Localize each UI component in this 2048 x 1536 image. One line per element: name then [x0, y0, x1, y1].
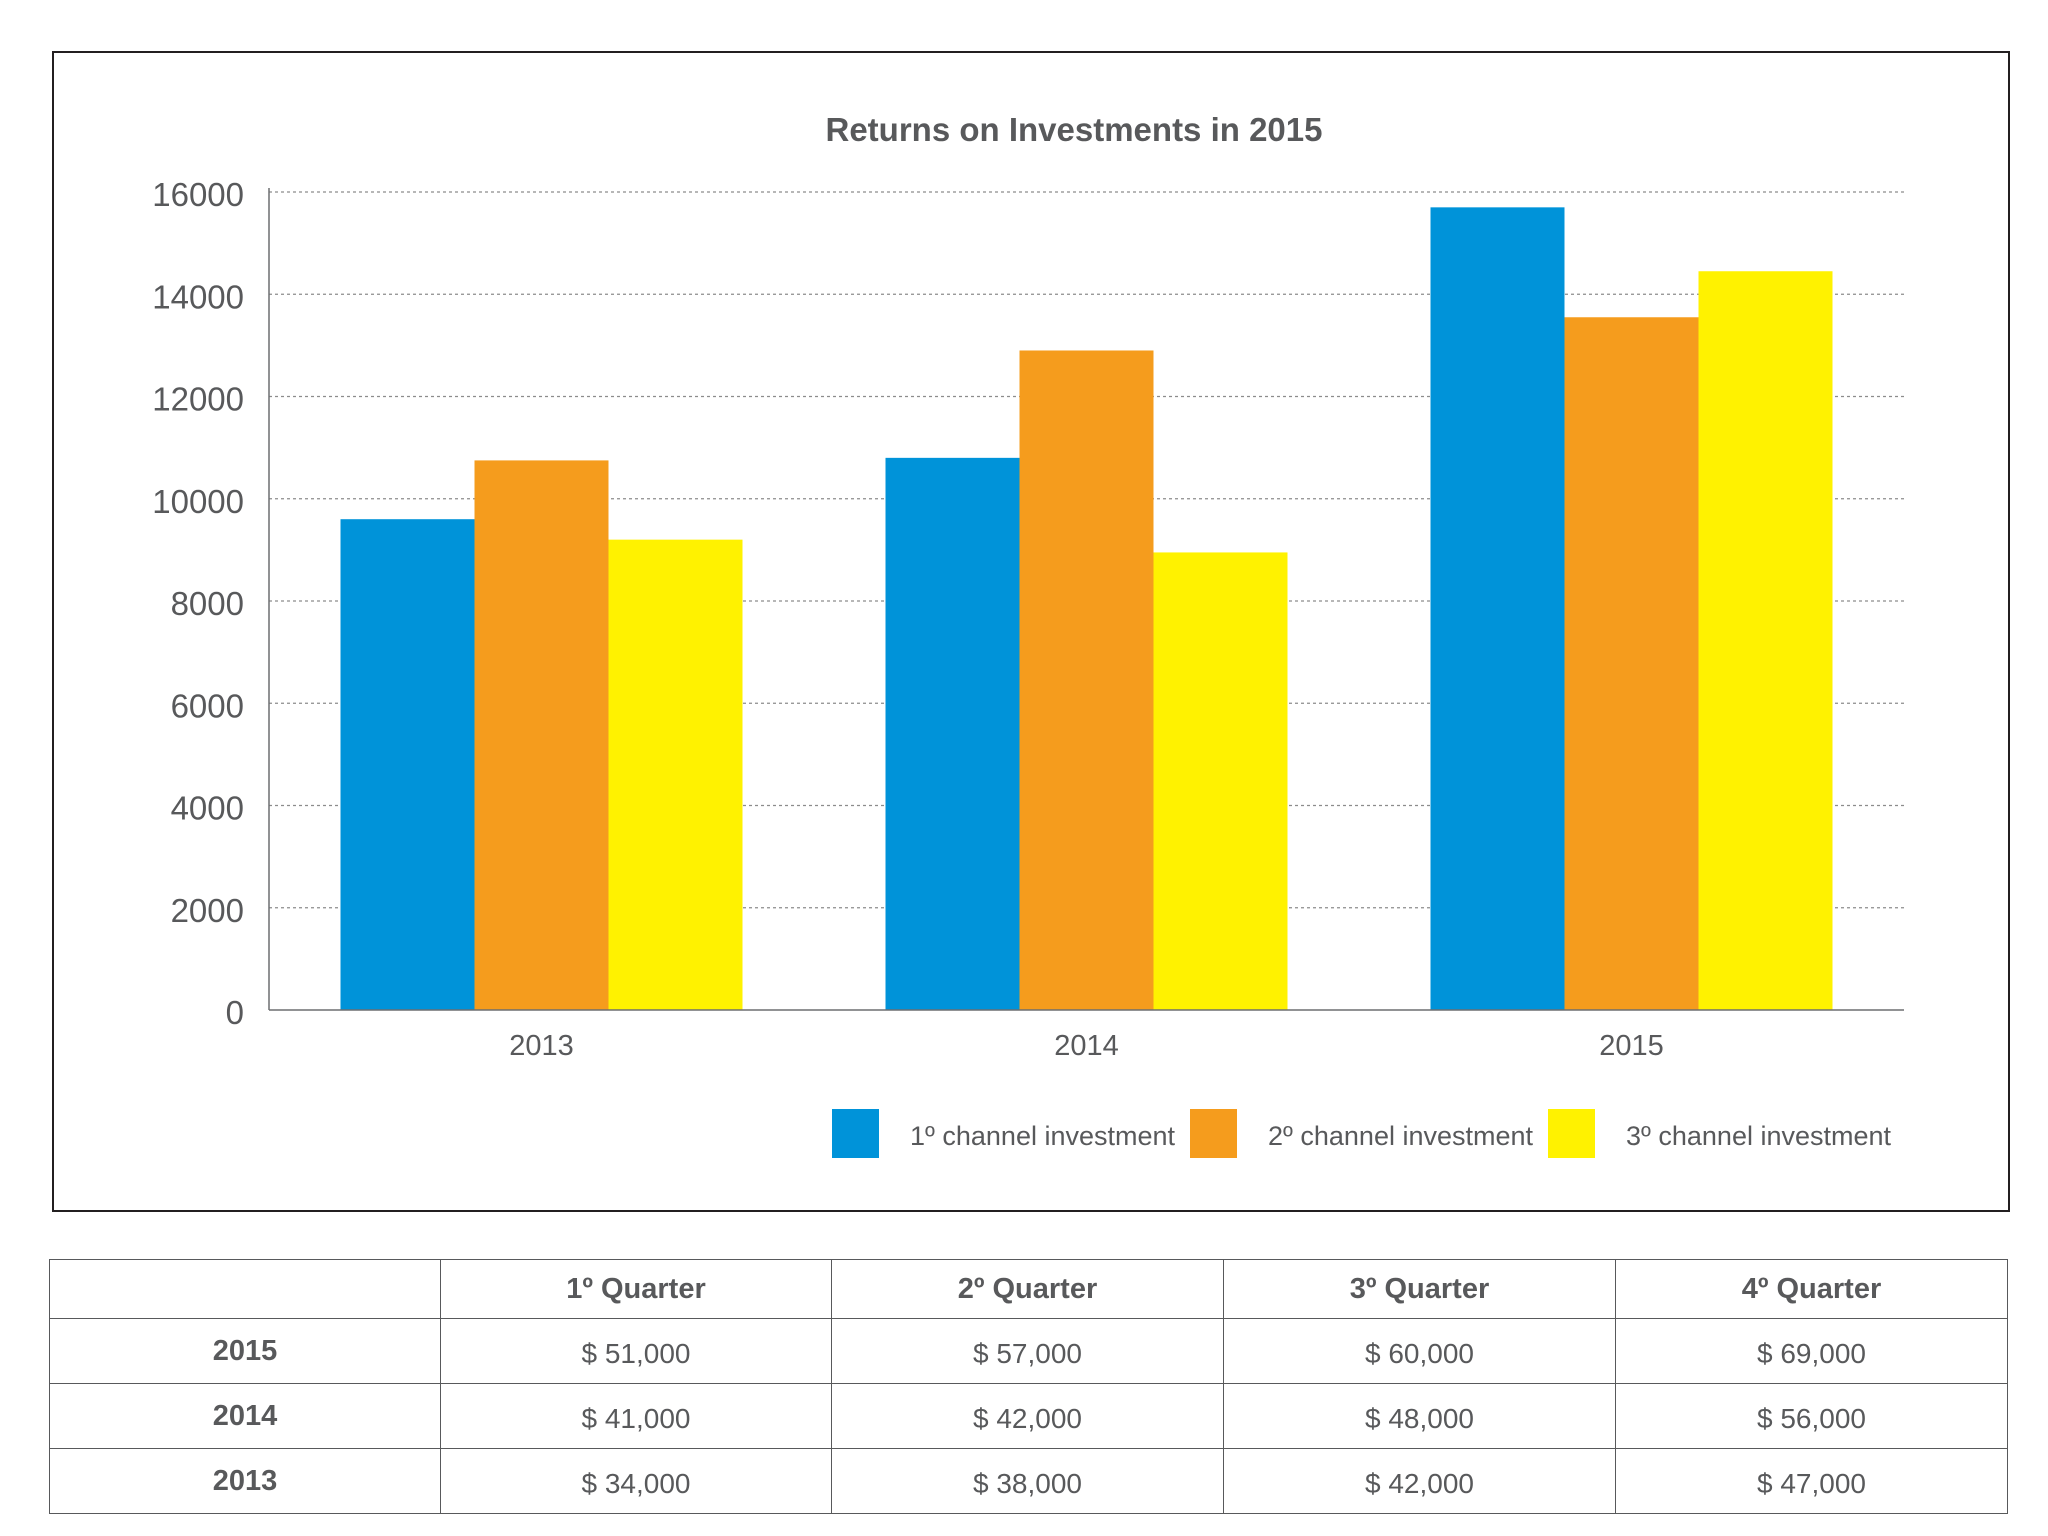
legend-label: 1º channel investment — [910, 1121, 1176, 1151]
table-cell: $ 48,000 — [1223, 1383, 1616, 1449]
axes — [268, 188, 1904, 1011]
x-tick-label: 2014 — [1054, 1030, 1119, 1062]
bar — [1698, 271, 1833, 1010]
bar — [1153, 552, 1288, 1010]
y-tick-label: 4000 — [171, 790, 244, 827]
table-cell: $ 60,000 — [1223, 1318, 1616, 1384]
y-tick-label: 14000 — [152, 278, 244, 315]
quarterly-returns-table: 1º Quarter 2º Quarter 3º Quarter 4º Quar… — [49, 1259, 2008, 1514]
legend-swatch — [832, 1109, 879, 1158]
quarterly-table-container: 1º Quarter 2º Quarter 3º Quarter 4º Quar… — [49, 1259, 2008, 1514]
table-cell: $ 41,000 — [440, 1383, 832, 1449]
bar — [340, 519, 475, 1010]
column-header: 2º Quarter — [831, 1259, 1224, 1319]
table-row: 2013 $ 34,000 $ 38,000 $ 42,000 $ 47,000 — [49, 1448, 2008, 1514]
legend: 1º channel investment 2º channel investme… — [832, 1109, 1892, 1158]
y-tick-label: 10000 — [152, 483, 244, 520]
table-cell: $ 51,000 — [440, 1318, 832, 1384]
y-axis-ticks: 0 2000 4000 6000 8000 10000 12000 14000 16000 — [152, 176, 244, 1031]
y-tick-label: 6000 — [171, 687, 244, 724]
bar — [1430, 207, 1565, 1010]
bar — [885, 457, 1020, 1011]
table-cell: $ 38,000 — [831, 1448, 1224, 1514]
y-tick-label: 12000 — [152, 381, 244, 418]
y-tick-label: 16000 — [152, 176, 244, 213]
table-corner-cell — [49, 1259, 441, 1319]
legend-label: 3º channel investment — [1626, 1121, 1892, 1151]
y-tick-label: 2000 — [171, 892, 244, 929]
table-cell: $ 69,000 — [1615, 1318, 2008, 1384]
legend-label: 2º channel investment — [1268, 1121, 1534, 1151]
bar — [1019, 350, 1154, 1010]
chart-frame: Returns on Investments in 2015 0 2000 4000… — [52, 51, 2010, 1212]
legend-swatch — [1548, 1109, 1595, 1158]
table-header-row: 1º Quarter 2º Quarter 3º Quarter 4º Quar… — [49, 1259, 2008, 1319]
y-tick-label: 0 — [226, 994, 244, 1031]
bar-chart: Returns on Investments in 2015 0 2000 4000… — [152, 111, 1904, 1158]
table-row: 2015 $ 51,000 $ 57,000 $ 60,000 $ 69,000 — [49, 1318, 2008, 1384]
row-header: 2013 — [49, 1448, 441, 1514]
row-header: 2015 — [49, 1318, 441, 1384]
column-header: 3º Quarter — [1223, 1259, 1616, 1319]
table-cell: $ 57,000 — [831, 1318, 1224, 1384]
column-header: 1º Quarter — [440, 1259, 832, 1319]
bar — [474, 460, 609, 1010]
table-cell: $ 47,000 — [1615, 1448, 2008, 1514]
bar — [608, 539, 743, 1010]
bar — [1564, 317, 1699, 1011]
y-tick-label: 8000 — [171, 585, 244, 622]
table-cell: $ 56,000 — [1615, 1383, 2008, 1449]
chart-title: Returns on Investments in 2015 — [826, 111, 1323, 148]
bars — [340, 207, 1833, 1011]
legend-swatch — [1190, 1109, 1237, 1158]
x-tick-label: 2013 — [509, 1030, 574, 1062]
table-row: 2014 $ 41,000 $ 42,000 $ 48,000 $ 56,000 — [49, 1383, 2008, 1449]
x-axis-ticks: 2013 2014 2015 — [509, 1030, 1664, 1062]
table-cell: $ 42,000 — [1223, 1448, 1616, 1514]
table-cell: $ 42,000 — [831, 1383, 1224, 1449]
row-header: 2014 — [49, 1383, 441, 1449]
x-tick-label: 2015 — [1599, 1030, 1664, 1062]
column-header: 4º Quarter — [1615, 1259, 2008, 1319]
table-cell: $ 34,000 — [440, 1448, 832, 1514]
